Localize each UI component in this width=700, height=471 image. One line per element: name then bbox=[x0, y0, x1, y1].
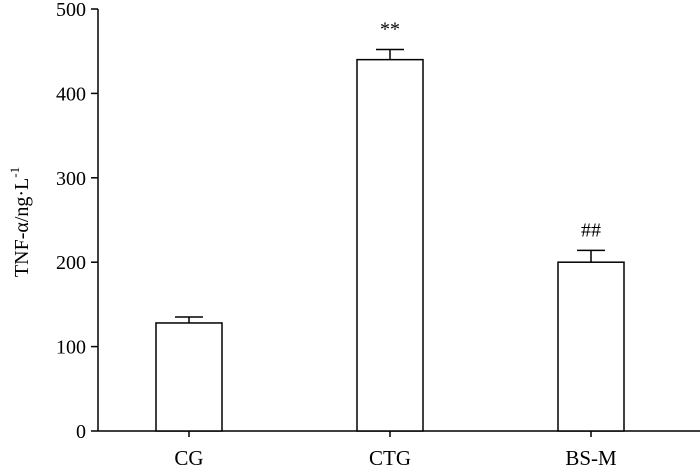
bar bbox=[557, 261, 625, 432]
y-tick-label: 100 bbox=[56, 337, 86, 359]
x-tick-label: CG bbox=[174, 446, 203, 466]
significance-label: ## bbox=[581, 219, 601, 241]
significance-label: ** bbox=[380, 19, 400, 41]
x-tick-label: CTG bbox=[369, 446, 411, 466]
y-axis-title: TNF-α/ng·L-1 bbox=[7, 167, 33, 277]
bars bbox=[155, 48, 625, 432]
x-tick-label: BS-M bbox=[565, 446, 617, 466]
y-axis-title-superscript: -1 bbox=[7, 167, 22, 178]
y-tick-label: 500 bbox=[56, 0, 86, 21]
y-tick-label: 400 bbox=[56, 83, 86, 105]
y-tick-label: 300 bbox=[56, 168, 86, 190]
y-tick-label: 200 bbox=[56, 252, 86, 274]
y-tick-label: 0 bbox=[76, 421, 86, 443]
bar bbox=[155, 322, 223, 432]
y-axis-title-main: TNF-α/ng·L bbox=[11, 178, 33, 277]
bar bbox=[356, 58, 424, 432]
labels: 0 100 200 300 400 500 CG CTG ** BS-M ## bbox=[56, 0, 617, 470]
